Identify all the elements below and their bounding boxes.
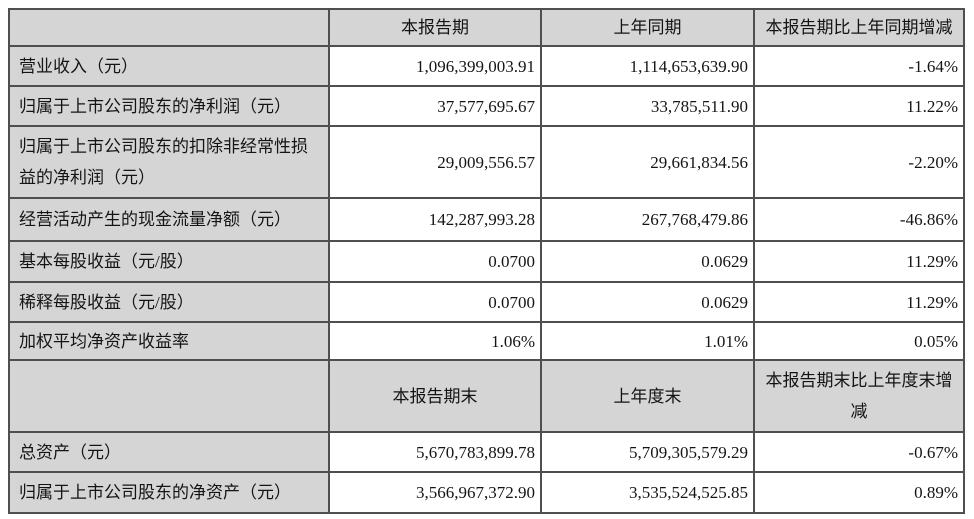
row-label: 基本每股收益（元/股） <box>8 240 330 284</box>
corner-cell <box>8 7 330 48</box>
value-current: 29,009,556.57 <box>328 125 542 200</box>
col-header-period-end-change: 本报告期末比上年度末增减 <box>753 359 965 434</box>
value-change: -2.20% <box>753 125 965 200</box>
row-label: 归属于上市公司股东的净资产（元） <box>8 471 330 515</box>
row-label: 归属于上市公司股东的净利润（元） <box>8 85 330 128</box>
value-change: -46.86% <box>753 197 965 243</box>
value-prior: 33,785,511.90 <box>540 85 755 128</box>
value-current: 1.06% <box>328 321 542 362</box>
value-change: 0.05% <box>753 321 965 362</box>
table-row-net-profit-excl-nonrecurring: 归属于上市公司股东的扣除非经常性损益的净利润（元） 29,009,556.57 … <box>8 125 965 200</box>
row-label: 经营活动产生的现金流量净额（元） <box>8 197 330 243</box>
row-label: 营业收入（元） <box>8 45 330 88</box>
row-label: 加权平均净资产收益率 <box>8 321 330 362</box>
value-change: 11.29% <box>753 281 965 324</box>
table-row-operating-cash-flow: 经营活动产生的现金流量净额（元） 142,287,993.28 267,768,… <box>8 197 965 243</box>
table-row-diluted-eps: 稀释每股收益（元/股） 0.0700 0.0629 11.29% <box>8 281 965 324</box>
value-current: 0.0700 <box>328 281 542 324</box>
value-prior: 0.0629 <box>540 240 755 284</box>
value-prior: 5,709,305,579.29 <box>540 431 755 474</box>
value-prior: 29,661,834.56 <box>540 125 755 200</box>
col-header-prior-year-end: 上年度末 <box>540 359 755 434</box>
col-header-period-change: 本报告期比上年同期增减 <box>753 7 965 48</box>
financial-summary-table: 本报告期 上年同期 本报告期比上年同期增减 营业收入（元） 1,096,399,… <box>8 7 965 515</box>
value-current: 1,096,399,003.91 <box>328 45 542 88</box>
value-prior: 3,535,524,525.85 <box>540 471 755 515</box>
row-label: 总资产（元） <box>8 431 330 474</box>
period-header-row: 本报告期 上年同期 本报告期比上年同期增减 <box>8 7 965 48</box>
period-end-header-row: 本报告期末 上年度末 本报告期末比上年度末增减 <box>8 359 965 434</box>
value-current: 142,287,993.28 <box>328 197 542 243</box>
value-change: 11.22% <box>753 85 965 128</box>
table-row-net-assets: 归属于上市公司股东的净资产（元） 3,566,967,372.90 3,535,… <box>8 471 965 515</box>
value-change: -1.64% <box>753 45 965 88</box>
corner-cell <box>8 359 330 434</box>
value-current: 0.0700 <box>328 240 542 284</box>
value-change: 11.29% <box>753 240 965 284</box>
value-prior: 0.0629 <box>540 281 755 324</box>
value-prior: 267,768,479.86 <box>540 197 755 243</box>
row-label: 归属于上市公司股东的扣除非经常性损益的净利润（元） <box>8 125 330 200</box>
table-row-basic-eps: 基本每股收益（元/股） 0.0700 0.0629 11.29% <box>8 240 965 284</box>
col-header-current-period-end: 本报告期末 <box>328 359 542 434</box>
table-row-weighted-avg-roe: 加权平均净资产收益率 1.06% 1.01% 0.05% <box>8 321 965 362</box>
table-row-operating-revenue: 营业收入（元） 1,096,399,003.91 1,114,653,639.9… <box>8 45 965 88</box>
value-current: 5,670,783,899.78 <box>328 431 542 474</box>
value-current: 3,566,967,372.90 <box>328 471 542 515</box>
value-change: -0.67% <box>753 431 965 474</box>
col-header-prior-period: 上年同期 <box>540 7 755 48</box>
value-current: 37,577,695.67 <box>328 85 542 128</box>
col-header-current-period: 本报告期 <box>328 7 542 48</box>
table-row-net-profit: 归属于上市公司股东的净利润（元） 37,577,695.67 33,785,51… <box>8 85 965 128</box>
row-label: 稀释每股收益（元/股） <box>8 281 330 324</box>
table-row-total-assets: 总资产（元） 5,670,783,899.78 5,709,305,579.29… <box>8 431 965 474</box>
value-prior: 1.01% <box>540 321 755 362</box>
value-prior: 1,114,653,639.90 <box>540 45 755 88</box>
value-change: 0.89% <box>753 471 965 515</box>
